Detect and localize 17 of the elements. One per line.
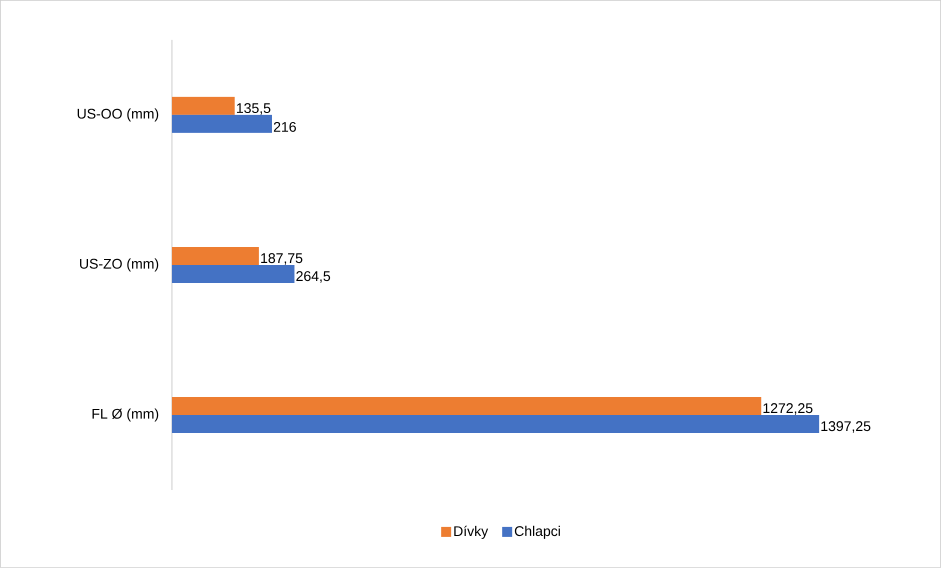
data-label: 216 <box>274 122 296 132</box>
y-tick-label: FL Ø (mm) <box>92 408 158 422</box>
bar <box>172 114 272 133</box>
bar <box>172 96 235 115</box>
bar <box>172 264 294 283</box>
bar <box>172 246 259 265</box>
data-label: 1397,25 <box>821 421 870 433</box>
data-label: 187,75 <box>261 253 302 265</box>
y-tick-label: US-ZO (mm) <box>80 258 158 272</box>
bar <box>172 415 820 434</box>
data-label: 1272,25 <box>763 403 812 415</box>
bar <box>172 397 762 416</box>
data-label: 135,5 <box>236 103 270 115</box>
legend-label: Dívky <box>454 526 488 539</box>
data-label: 264,5 <box>296 271 330 283</box>
y-tick-label: US-OO (mm) <box>78 108 158 122</box>
legend-label: Chlapci <box>514 526 560 539</box>
